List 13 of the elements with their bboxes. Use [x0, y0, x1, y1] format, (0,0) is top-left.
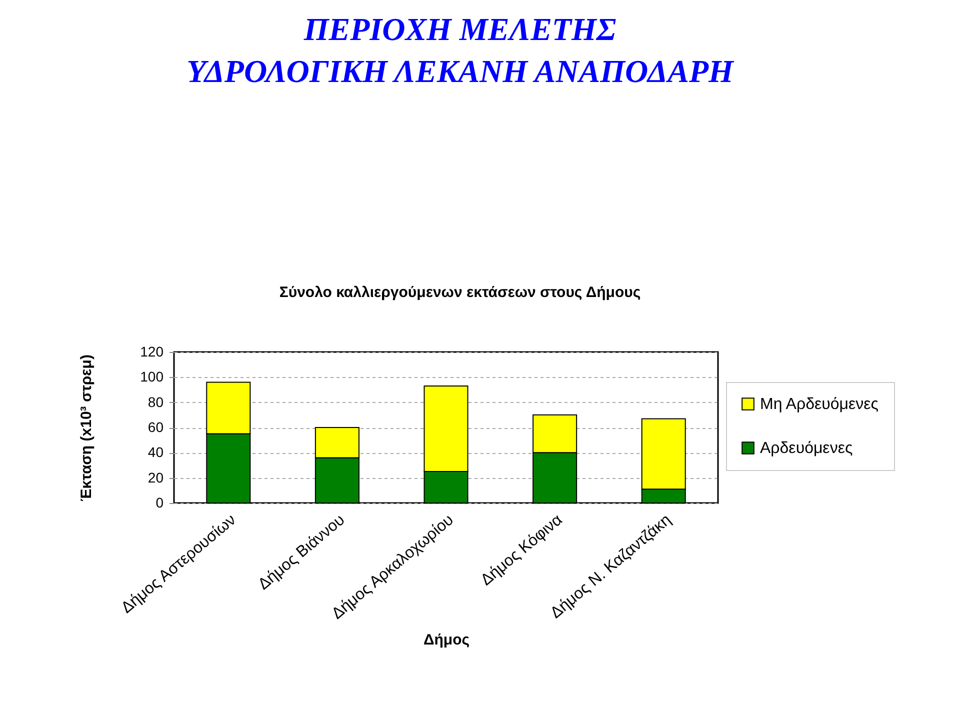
y-tick-label: 100 — [140, 368, 164, 385]
y-tick-label: 120 — [140, 344, 164, 360]
x-axis-title: Δήμος — [423, 632, 470, 649]
legend-label: Αρδευόμενες — [760, 440, 853, 457]
chart-title: ΠΕΡΙΟΧΗ ΜΕΛΕΤΗΣ ΥΔΡΟΛΟΓΙΚΗ ΛΕΚΑΝΗ ΑΝΑΠΟΔΑΡΗ — [186, 11, 734, 89]
y-axis-title: Έκταση (x10³ στρεμ) — [78, 354, 96, 502]
chart-subtitle: Σύνολο καλλιεργούμενων εκτάσεων στους Δήμους — [279, 284, 641, 301]
y-tick-label: 80 — [148, 394, 164, 410]
y-tick-label: 40 — [148, 444, 164, 460]
legend-label: Μη Αρδευόμενες — [760, 396, 879, 413]
y-tick-label: 20 — [148, 469, 164, 486]
y-tick-label: 60 — [148, 419, 164, 435]
y-tick-label: 0 — [156, 494, 164, 510]
